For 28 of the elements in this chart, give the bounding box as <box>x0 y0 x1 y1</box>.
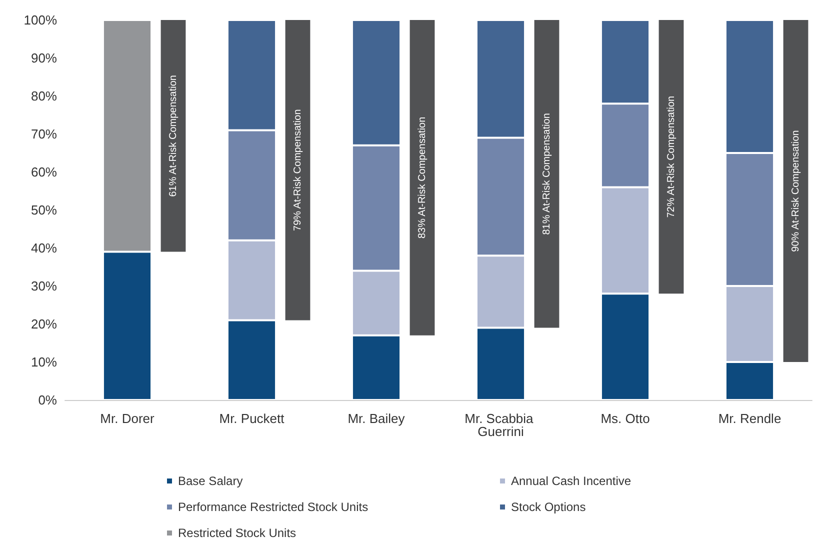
data-label: 81% At-Risk Compensation <box>541 113 552 235</box>
data-label: 90% At-Risk Compensation <box>790 130 802 252</box>
x-tick-label: Mr. Scabbia Guerrini <box>464 411 537 439</box>
y-tick-label: 100% <box>24 12 58 28</box>
y-tick-label: 20% <box>30 316 58 332</box>
legend-label: Performance Restricted Stock Units <box>178 500 368 514</box>
y-tick-label: 60% <box>30 164 58 180</box>
data-label: 72% At-Risk Compensation <box>666 96 677 218</box>
y-tick-label: 10% <box>30 354 58 370</box>
legend-label: Base Salary <box>178 474 243 488</box>
y-tick-label: 70% <box>30 126 58 142</box>
legend-label: Stock Options <box>511 500 586 514</box>
data-label: 83% At-Risk Compensation <box>416 116 428 239</box>
legend-label: Annual Cash Incentive <box>511 474 632 488</box>
x-tick-label: Ms. Otto <box>600 411 650 426</box>
y-tick-label: 50% <box>30 202 58 218</box>
x-tick-label: Mr. Bailey <box>348 411 406 426</box>
data-label: 61% At-Risk Compensation <box>168 75 179 197</box>
y-tick-label: 40% <box>30 240 58 256</box>
y-tick-label: 0% <box>38 392 58 408</box>
y-tick-label: 90% <box>30 50 58 66</box>
y-tick-label: 30% <box>30 278 58 294</box>
y-tick-label: 80% <box>30 88 58 104</box>
data-label: 79% At-Risk Compensation <box>292 109 304 231</box>
legend-label: Restricted Stock Units <box>178 526 296 540</box>
x-tick-label: Mr. Puckett <box>219 411 285 426</box>
x-tick-label: Mr. Rendle <box>718 411 782 426</box>
x-tick-label: Mr. Dorer <box>100 411 156 426</box>
